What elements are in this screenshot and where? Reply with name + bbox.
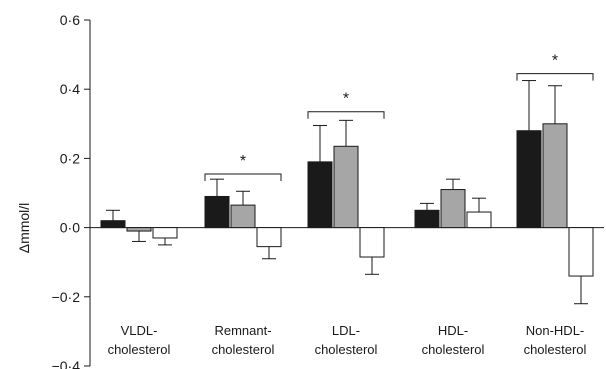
y-tick-label: −0·2 [52, 289, 81, 305]
x-category-label: LDL-cholesterol [315, 323, 378, 357]
bar [230, 204, 256, 229]
y-tick-label: −0·4 [52, 358, 81, 369]
y-tick-label: 0·0 [60, 220, 80, 236]
x-category-label-line: VLDL- [121, 323, 158, 338]
bar [126, 227, 152, 232]
significance-bracket [516, 73, 594, 81]
significance-marker: * [552, 53, 558, 70]
x-category-label: HDL-cholesterol [422, 323, 485, 357]
x-category-label-line: cholesterol [108, 342, 171, 357]
x-category-label-line: cholesterol [524, 342, 587, 357]
x-category-label-line: Non-HDL- [526, 323, 585, 338]
x-category-label-line: cholesterol [422, 342, 485, 357]
significance-bracket [307, 111, 385, 119]
x-category-label: Remnant-cholesterol [212, 323, 275, 357]
bar [440, 189, 466, 229]
y-tick-label: 0·6 [60, 12, 80, 28]
x-category-label: Non-HDL-cholesterol [524, 323, 587, 357]
bar [542, 123, 568, 229]
significance-bracket [204, 173, 282, 181]
x-category-label-line: HDL- [438, 323, 468, 338]
x-category-label: VLDL-cholesterol [108, 323, 171, 357]
bar [100, 220, 126, 229]
significance-marker: * [240, 153, 246, 170]
bar [568, 227, 594, 277]
bar [256, 227, 282, 248]
bar [152, 227, 178, 239]
x-category-label-line: Remnant- [214, 323, 271, 338]
y-axis-label: Δmmol/l [16, 203, 32, 254]
bar [307, 161, 333, 229]
bar [204, 195, 230, 229]
y-tick-label: 0·4 [60, 81, 80, 97]
significance-marker: * [343, 91, 349, 108]
bar [466, 211, 492, 229]
x-category-label-line: LDL- [332, 323, 360, 338]
bar [414, 209, 440, 229]
bar [359, 227, 385, 258]
bar [516, 130, 542, 229]
x-category-label-line: cholesterol [315, 342, 378, 357]
x-category-label-line: cholesterol [212, 342, 275, 357]
bar [333, 145, 359, 229]
y-tick-label: 0·2 [60, 150, 80, 166]
